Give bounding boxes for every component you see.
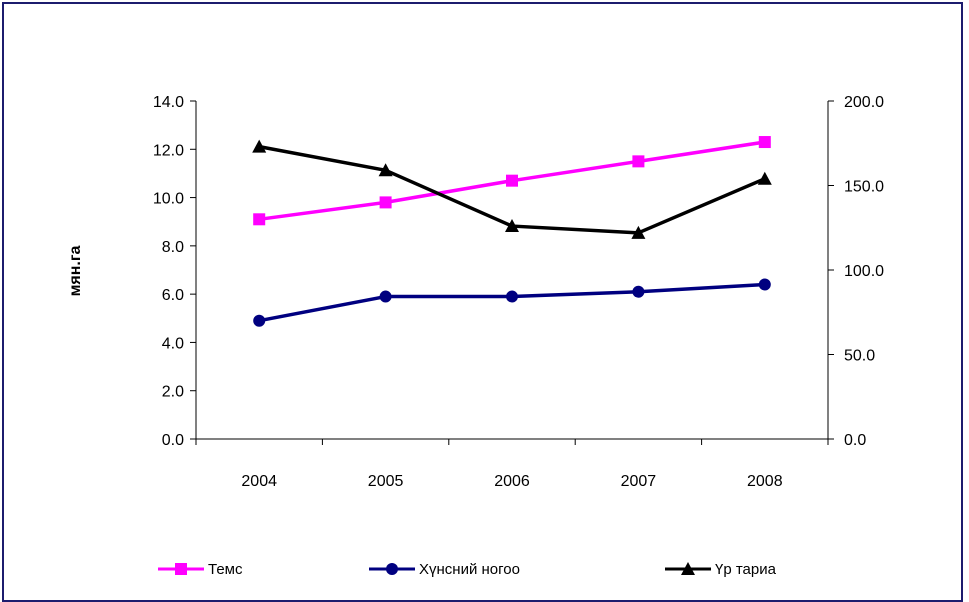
data-point: [506, 290, 518, 303]
data-point: [758, 136, 771, 149]
left-tick-label: 4.0: [162, 335, 184, 352]
series-2: [253, 278, 771, 327]
data-point: [379, 196, 392, 209]
right-tick-label: 200.0: [844, 94, 884, 111]
legend-marker: [175, 563, 187, 575]
data-point: [252, 139, 267, 153]
legend: Темс Хүнсний ногоо Үр тариа: [158, 561, 777, 578]
data-point: [378, 163, 393, 177]
series-1: [253, 136, 771, 226]
left-tick-label: 2.0: [162, 384, 184, 401]
series-3: [252, 139, 772, 239]
series-line: [258, 282, 765, 323]
data-point: [506, 174, 518, 187]
data-point: [505, 219, 519, 233]
data-point: [631, 225, 646, 239]
x-tick-label: 2008: [747, 473, 783, 490]
left-tick-label: 10.0: [153, 191, 184, 208]
series-group: [252, 136, 772, 327]
data-point: [253, 314, 266, 327]
legend-item: Темс: [158, 561, 243, 578]
data-point: [758, 278, 771, 291]
right-tick-label: 150.0: [844, 179, 884, 196]
data-point: [632, 285, 645, 298]
right-tick-label: 100.0: [844, 263, 884, 280]
right-tick-label: 50.0: [844, 348, 875, 365]
legend-marker: [386, 563, 398, 575]
legend-label: Хүнсний ногоо: [419, 561, 520, 578]
legend-item: Үр тариа: [665, 561, 777, 578]
legend-marker: [681, 562, 695, 575]
left-tick-label: 0.0: [162, 432, 184, 449]
right-tick-group: 0.0 50.0 100.0 150.0 200.0: [828, 94, 884, 449]
left-tick-label: 8.0: [162, 239, 184, 256]
x-tick-label: 2006: [494, 473, 530, 490]
right-tick-label: 0.0: [844, 432, 866, 449]
x-tick-label: 2005: [368, 473, 404, 490]
left-tick-label: 14.0: [153, 94, 184, 111]
legend-item: Хүнсний ногоо: [369, 561, 520, 578]
x-tick-label: 2007: [621, 473, 657, 490]
data-point: [379, 290, 392, 303]
x-tick-group: 2004 2005 2006 2007 2008: [195, 439, 829, 490]
x-tick-label: 2004: [241, 473, 277, 490]
left-tick-label: 12.0: [153, 142, 184, 159]
data-point: [757, 171, 772, 185]
y-axis-label: мян.га: [67, 245, 84, 296]
legend-label: Үр тариа: [715, 561, 777, 578]
legend-label: Темс: [208, 561, 243, 578]
data-point: [253, 213, 266, 226]
data-point: [632, 155, 645, 168]
left-tick-group: 0.0 2.0 4.0 6.0 8.0 10.0 12.0 14.0: [153, 94, 196, 449]
left-tick-label: 6.0: [162, 287, 184, 304]
